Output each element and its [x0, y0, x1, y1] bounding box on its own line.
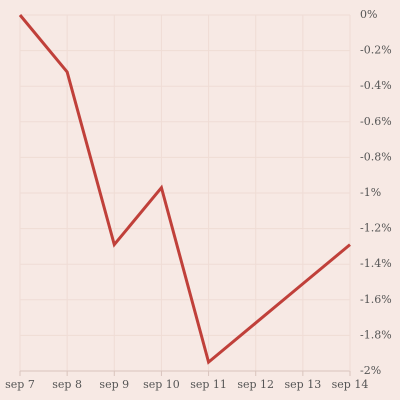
y-tick-label: -2%	[360, 364, 381, 377]
y-tick-label: -1%	[360, 186, 381, 199]
x-tick-label: sep 11	[190, 378, 227, 391]
y-tick-label: -1.4%	[360, 257, 392, 270]
y-tick-label: -0.4%	[360, 79, 392, 92]
y-tick-label: 0%	[360, 8, 377, 21]
x-tick-label: sep 7	[5, 378, 35, 391]
y-tick-label: -0.2%	[360, 44, 392, 57]
x-tick-label: sep 12	[237, 378, 274, 391]
y-tick-label: -1.2%	[360, 222, 392, 235]
y-tick-label: -1.8%	[360, 328, 392, 341]
line-series	[18, 14, 351, 365]
x-tick-label: sep 14	[332, 378, 369, 391]
y-tick-label: -0.8%	[360, 150, 392, 163]
x-tick-label: sep 9	[99, 378, 129, 391]
y-tick-label: -0.6%	[360, 115, 392, 128]
y-tick-label: -1.6%	[360, 293, 392, 306]
x-tick-label: sep 10	[143, 378, 180, 391]
x-tick-label: sep 13	[285, 378, 322, 391]
x-tick-label: sep 8	[52, 378, 82, 391]
